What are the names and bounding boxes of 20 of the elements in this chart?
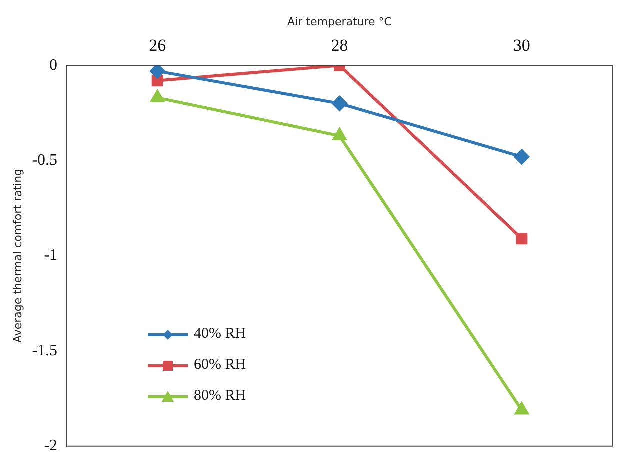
x-tick-label: 30 — [513, 36, 530, 55]
legend-label: 80% RH — [194, 388, 246, 405]
point — [514, 149, 530, 164]
legend-label: 60% RH — [194, 357, 246, 374]
y-axis-title: Average thermal comfort rating — [11, 168, 24, 344]
y-tick-label: -2 — [44, 438, 58, 455]
point — [516, 233, 528, 245]
point — [333, 128, 346, 141]
point — [150, 66, 166, 79]
point — [332, 96, 348, 112]
y-tick-label: -1 — [44, 247, 58, 264]
point — [152, 75, 164, 87]
y-tick-label: -0.5 — [32, 152, 58, 170]
x-tick-label: 26 — [149, 36, 166, 55]
y-tick-label: -1.5 — [32, 342, 58, 360]
x-tick-label: 28 — [331, 36, 348, 55]
x-axis-title: Air temperature °C — [288, 15, 392, 28]
y-tick-label: 0 — [50, 56, 58, 74]
point — [515, 402, 529, 415]
legend-label: 40% RH — [194, 326, 246, 343]
